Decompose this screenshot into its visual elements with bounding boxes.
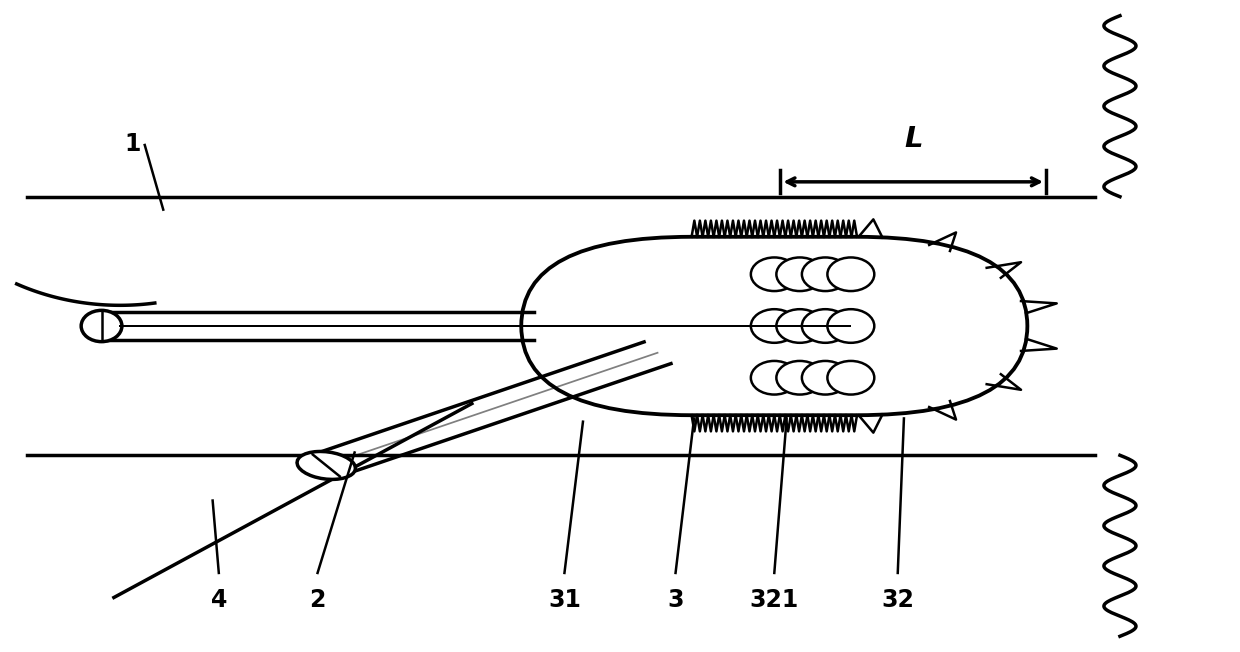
Text: 31: 31	[548, 588, 580, 612]
Text: 3: 3	[667, 588, 683, 612]
FancyBboxPatch shape	[521, 237, 1028, 415]
Ellipse shape	[776, 309, 823, 343]
Ellipse shape	[298, 451, 356, 479]
Text: 2: 2	[309, 588, 326, 612]
Ellipse shape	[776, 361, 823, 394]
Text: 321: 321	[750, 588, 799, 612]
Ellipse shape	[802, 258, 849, 291]
Ellipse shape	[827, 309, 874, 343]
Ellipse shape	[802, 361, 849, 394]
Text: 32: 32	[882, 588, 914, 612]
Ellipse shape	[81, 310, 122, 342]
Ellipse shape	[751, 361, 797, 394]
Text: L: L	[904, 125, 923, 153]
Text: 4: 4	[211, 588, 227, 612]
Ellipse shape	[802, 309, 849, 343]
Ellipse shape	[751, 309, 797, 343]
Ellipse shape	[776, 258, 823, 291]
Text: 1: 1	[124, 132, 140, 156]
Ellipse shape	[751, 258, 797, 291]
Ellipse shape	[827, 361, 874, 394]
Ellipse shape	[827, 258, 874, 291]
